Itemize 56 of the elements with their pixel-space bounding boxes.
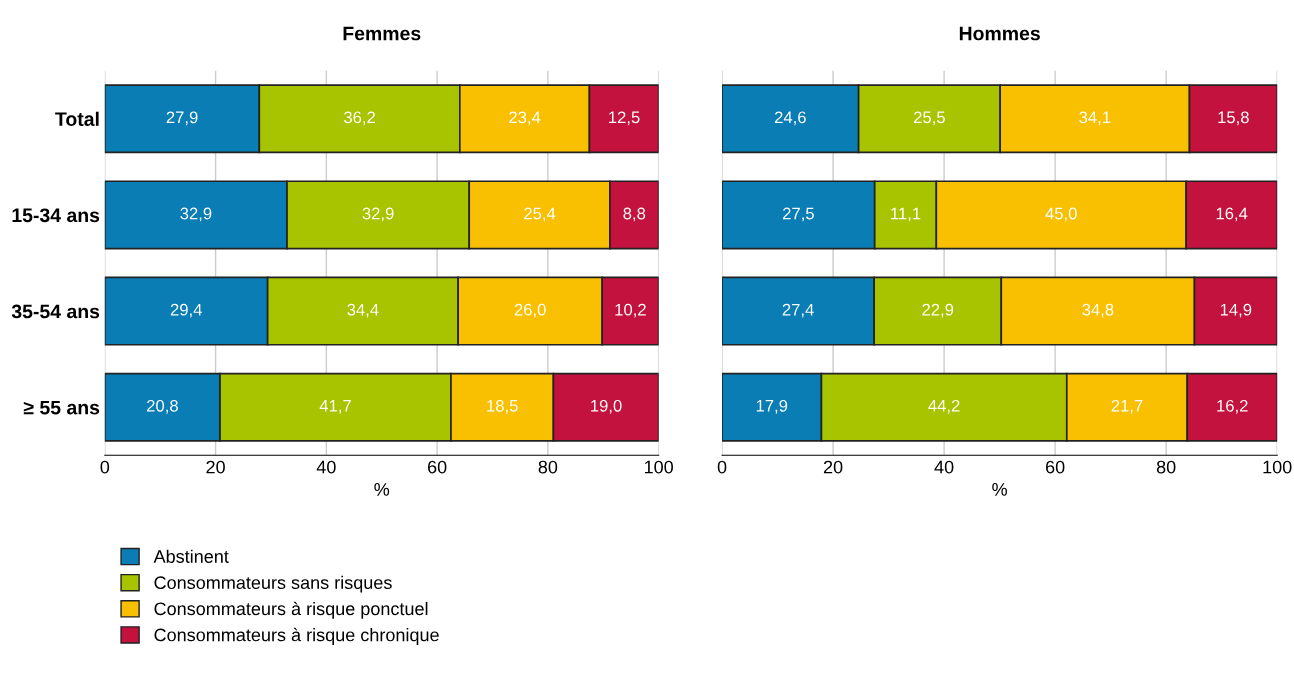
data-label: 25,5 xyxy=(914,111,945,126)
data-label: 34,1 xyxy=(1079,111,1111,126)
y-tick-label: 15-34 ans xyxy=(12,208,100,223)
data-label: 25,4 xyxy=(524,207,556,222)
data-label: 36,2 xyxy=(343,111,375,126)
data-label: 14,9 xyxy=(1220,303,1252,318)
x-tick-label: 80 xyxy=(538,460,558,474)
data-label: 16,2 xyxy=(1217,399,1248,414)
y-tick-label: Total xyxy=(55,111,99,126)
data-label: 27,9 xyxy=(166,111,198,126)
data-label: 44,2 xyxy=(928,399,960,414)
x-tick-label: 20 xyxy=(823,460,843,474)
x-axis-title: % xyxy=(992,483,1007,496)
data-label: 10,2 xyxy=(615,303,646,318)
legend-label: Abstinent xyxy=(153,549,229,563)
data-label: 18,5 xyxy=(487,399,518,414)
data-label: 34,8 xyxy=(1082,303,1114,318)
x-tick-label: 40 xyxy=(316,460,336,474)
data-label: 15,8 xyxy=(1218,111,1249,126)
data-label: 17,9 xyxy=(756,399,788,414)
x-tick-label: 0 xyxy=(717,460,727,474)
data-label: 29,4 xyxy=(170,303,202,318)
data-label: 45,0 xyxy=(1045,207,1077,222)
legend-label: Consommateurs sans risques xyxy=(154,575,392,593)
legend-label: Consommateurs à risque ponctuel xyxy=(154,601,428,619)
data-label: 27,4 xyxy=(782,303,814,318)
data-label: 26,0 xyxy=(514,303,546,318)
x-tick-label: 100 xyxy=(644,460,673,474)
data-label: 32,9 xyxy=(362,207,394,222)
data-label: 16,4 xyxy=(1216,207,1248,222)
data-label: 8,8 xyxy=(623,207,646,222)
y-tick-label: 35-54 ans xyxy=(11,304,100,319)
x-tick-label: 80 xyxy=(1156,460,1176,474)
data-label: 21,7 xyxy=(1111,399,1143,414)
data-label: 22,9 xyxy=(922,303,954,318)
x-tick-label: 60 xyxy=(1046,460,1065,474)
x-tick-label: 20 xyxy=(206,460,225,474)
data-label: 19,0 xyxy=(591,399,622,414)
chart-title: Hommes xyxy=(959,26,1040,41)
data-label: 32,9 xyxy=(180,207,212,222)
data-label: 23,4 xyxy=(509,111,541,126)
y-tick-label: ≥ 55 ans xyxy=(23,400,100,415)
data-label: 24,6 xyxy=(774,111,806,126)
legend-label: Consommateurs à risque chronique xyxy=(154,627,439,645)
data-label: 34,4 xyxy=(347,303,379,318)
x-tick-label: 0 xyxy=(100,460,110,474)
data-label: 11,1 xyxy=(891,207,921,222)
chart-title: Femmes xyxy=(343,26,421,41)
data-label: 27,5 xyxy=(783,207,814,222)
data-label: 12,5 xyxy=(609,111,640,126)
x-tick-label: 100 xyxy=(1263,460,1292,474)
data-label: 41,7 xyxy=(319,400,351,414)
x-tick-label: 60 xyxy=(427,460,447,474)
x-axis-title: % xyxy=(374,483,390,496)
x-tick-label: 40 xyxy=(934,460,954,474)
data-label: 20,8 xyxy=(147,399,178,414)
